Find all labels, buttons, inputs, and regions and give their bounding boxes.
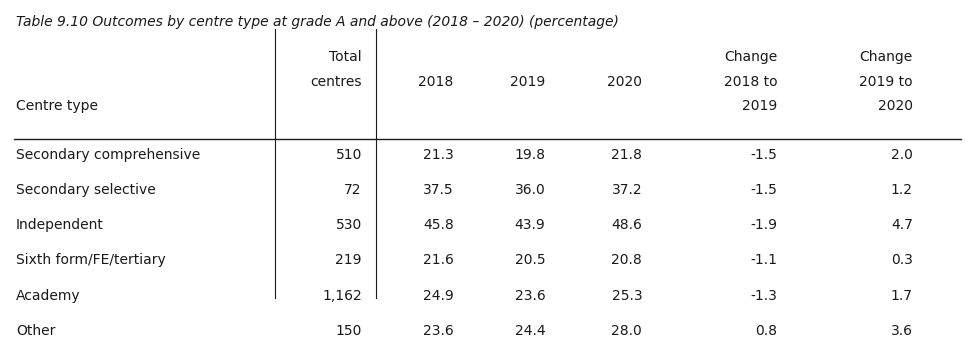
Text: 36.0: 36.0 [515,183,545,197]
Text: 2020: 2020 [607,74,643,88]
Text: 23.6: 23.6 [515,289,545,303]
Text: Centre type: Centre type [16,99,98,113]
Text: 37.2: 37.2 [611,183,643,197]
Text: 2020: 2020 [878,99,913,113]
Text: 4.7: 4.7 [891,218,913,232]
Text: 45.8: 45.8 [423,218,453,232]
Text: 48.6: 48.6 [611,218,643,232]
Text: 150: 150 [335,324,362,338]
Text: 21.6: 21.6 [423,253,453,268]
Text: 19.8: 19.8 [515,148,545,162]
Text: -1.1: -1.1 [751,253,777,268]
Text: Independent: Independent [16,218,103,232]
Text: Total: Total [330,50,362,64]
Text: 20.5: 20.5 [515,253,545,268]
Text: Sixth form/FE/tertiary: Sixth form/FE/tertiary [16,253,166,268]
Text: 0.8: 0.8 [756,324,777,338]
Text: 23.6: 23.6 [423,324,453,338]
Text: Change: Change [860,50,913,64]
Text: 28.0: 28.0 [611,324,643,338]
Text: 37.5: 37.5 [423,183,453,197]
Text: 530: 530 [335,218,362,232]
Text: -1.3: -1.3 [751,289,777,303]
Text: 3.6: 3.6 [891,324,913,338]
Text: 219: 219 [335,253,362,268]
Text: -1.5: -1.5 [751,148,777,162]
Text: 2018 to: 2018 to [723,74,777,88]
Text: 0.3: 0.3 [891,253,913,268]
Text: 1,162: 1,162 [322,289,362,303]
Text: 2019: 2019 [510,74,545,88]
Text: -1.9: -1.9 [751,218,777,232]
Text: Secondary selective: Secondary selective [16,183,156,197]
Text: 1.7: 1.7 [891,289,913,303]
Text: 2019 to: 2019 to [859,74,913,88]
Text: Other: Other [16,324,56,338]
Text: 43.9: 43.9 [515,218,545,232]
Text: 2019: 2019 [742,99,777,113]
Text: Change: Change [724,50,777,64]
Text: -1.5: -1.5 [751,183,777,197]
Text: 510: 510 [335,148,362,162]
Text: 24.9: 24.9 [423,289,453,303]
Text: 25.3: 25.3 [611,289,643,303]
Text: 21.8: 21.8 [611,148,643,162]
Text: 20.8: 20.8 [611,253,643,268]
Text: Secondary comprehensive: Secondary comprehensive [16,148,200,162]
Text: Table 9.10 Outcomes by centre type at grade A and above (2018 – 2020) (percentag: Table 9.10 Outcomes by centre type at gr… [16,15,619,29]
Text: 1.2: 1.2 [891,183,913,197]
Text: 2.0: 2.0 [891,148,913,162]
Text: 72: 72 [344,183,362,197]
Text: centres: centres [310,74,362,88]
Text: 24.4: 24.4 [515,324,545,338]
Text: 21.3: 21.3 [423,148,453,162]
Text: 2018: 2018 [418,74,453,88]
Text: Academy: Academy [16,289,80,303]
